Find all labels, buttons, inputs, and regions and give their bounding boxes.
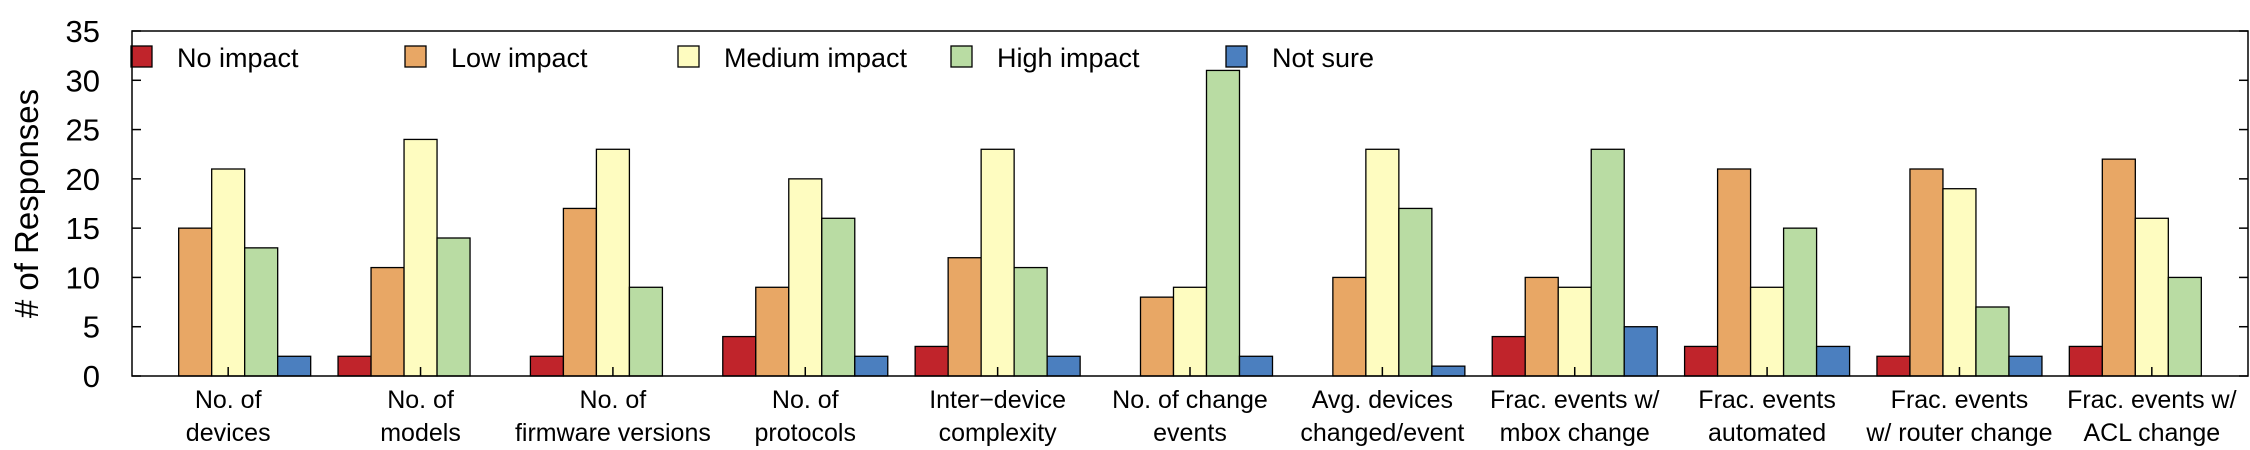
legend-label: No impact (177, 43, 299, 73)
bar-high-impact (1590, 148, 1625, 377)
bar-not-sure (1238, 355, 1274, 377)
x-category-label: No. of (580, 386, 647, 414)
bar-not-sure (1431, 365, 1466, 377)
bar-low-impact (1909, 168, 1944, 377)
bar-low-impact (370, 266, 405, 377)
legend-label: Low impact (451, 43, 588, 73)
bar-no-impact (337, 355, 372, 377)
bar-high-impact (436, 237, 471, 377)
bar-not-sure (2008, 355, 2043, 377)
bar-medium-impact (788, 178, 823, 377)
legend-swatch (950, 45, 973, 68)
y-tick-label: 20 (66, 162, 100, 197)
bar-low-impact (178, 227, 213, 377)
bar-medium-impact (980, 148, 1015, 377)
x-category-label: ACL change (2083, 419, 2220, 447)
bar-not-sure (1046, 355, 1081, 377)
bar-medium-impact (1365, 148, 1400, 377)
bar-high-impact (244, 247, 279, 377)
x-category-label: devices (186, 419, 271, 447)
x-category-label: Frac. events w/ (1490, 386, 1660, 414)
y-tick-label: 10 (66, 260, 100, 295)
bar-no-impact (1491, 335, 1526, 377)
x-category-label: models (380, 419, 461, 447)
x-category-label: Frac. events (1698, 386, 1836, 414)
bar-low-impact (1716, 168, 1752, 377)
legend: No impact Low impact Medium impact High imp… (130, 43, 1374, 73)
y-tick-label: 30 (66, 63, 100, 98)
x-category-label: Inter−device (929, 386, 1066, 414)
x-category-label: Frac. events (1891, 386, 2029, 414)
x-category-label: complexity (939, 419, 1058, 447)
x-category-label: Frac. events w/ (2067, 386, 2237, 414)
legend-label: Medium impact (724, 43, 908, 73)
x-category-label: firmware versions (515, 419, 711, 447)
bar-high-impact (1398, 207, 1433, 377)
y-axis-title: # of Responses (8, 89, 45, 318)
bar-high-impact (2167, 276, 2202, 377)
bar-high-impact (1975, 306, 2010, 377)
bar-not-sure (1815, 345, 1851, 377)
bar-no-impact (529, 355, 565, 377)
y-tick-label: 35 (66, 14, 100, 49)
bar-medium-impact (2134, 217, 2169, 377)
x-category-label: Avg. devices (1312, 386, 1453, 414)
bars-group (178, 69, 2202, 377)
bar-low-impact (1524, 276, 1559, 377)
x-category-label: No. of (195, 386, 262, 414)
bar-high-impact (1205, 69, 1241, 377)
legend-swatch (130, 45, 153, 68)
bar-medium-impact (211, 168, 246, 377)
bar-not-sure (277, 355, 312, 377)
y-axis: 0 5 10 15 20 25 30 35 (66, 14, 2248, 394)
bar-low-impact (755, 286, 790, 377)
legend-swatch (1225, 45, 1248, 68)
x-category-label: w/ router change (1865, 419, 2052, 447)
bar-medium-impact (1749, 286, 1785, 377)
bar-no-impact (914, 345, 949, 377)
x-category-label: mbox change (1500, 419, 1650, 447)
legend-swatch (404, 45, 427, 68)
x-category-label: events (1153, 419, 1227, 447)
bar-no-impact (1876, 355, 1911, 377)
y-tick-label: 5 (83, 310, 100, 345)
y-tick-label: 0 (83, 359, 100, 394)
bar-no-impact (2068, 345, 2103, 377)
bar-high-impact (628, 286, 664, 377)
bar-high-impact (1013, 266, 1048, 377)
bar-medium-impact (595, 148, 631, 377)
bar-medium-impact (403, 138, 438, 377)
bar-medium-impact (1557, 286, 1592, 377)
bar-no-impact (1683, 345, 1719, 377)
plot-frame (131, 30, 2249, 377)
bar-not-sure (854, 355, 889, 377)
x-category-label: automated (1708, 419, 1826, 447)
bar-low-impact (1139, 296, 1175, 377)
bar-no-impact (722, 335, 757, 377)
bar-medium-impact (1942, 188, 1977, 377)
x-category-label: protocols (755, 419, 856, 447)
x-category-label: No. of (772, 386, 839, 414)
legend-label: Not sure (1272, 43, 1374, 73)
legend-label: High impact (997, 43, 1140, 73)
bar-low-impact (947, 257, 982, 377)
bar-high-impact (821, 217, 856, 377)
x-category-label: No. of (387, 386, 454, 414)
y-tick-label: 15 (66, 211, 100, 246)
x-axis: No. of devices No. of models No. of firmware … (186, 367, 2237, 447)
bar-not-sure (1623, 326, 1658, 377)
bar-low-impact (1332, 276, 1367, 377)
bar-medium-impact (1172, 286, 1208, 377)
bar-high-impact (1782, 227, 1818, 377)
x-category-label: changed/event (1300, 419, 1464, 447)
legend-swatch (677, 45, 700, 68)
y-tick-label: 25 (66, 113, 100, 148)
bar-low-impact (2101, 158, 2136, 377)
x-category-label: No. of change (1112, 386, 1268, 414)
bar-low-impact (562, 207, 598, 377)
